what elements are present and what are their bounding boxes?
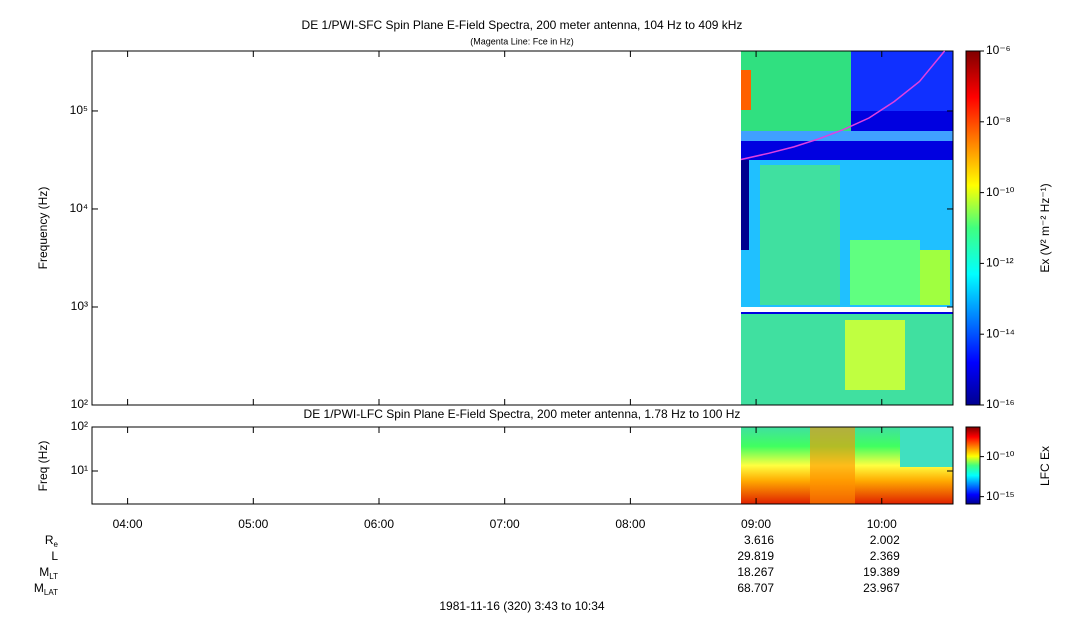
x-tick-label: 08:00 [615, 517, 645, 531]
colorbar-tick-label: 10⁻¹⁰ [986, 449, 1015, 463]
ephemeris-label-subscript: e [54, 540, 59, 549]
chart-title: DE 1/PWI-SFC Spin Plane E-Field Spectra,… [302, 18, 743, 32]
ephemeris-label-text: R [45, 533, 54, 547]
x-tick-label: 04:00 [113, 517, 143, 531]
ephemeris-value: 3.616 [744, 533, 774, 547]
ephemeris-label: Re [45, 533, 59, 549]
y-axis-label: Freq (Hz) [36, 441, 50, 492]
colorbar-tick-label: 10⁻¹⁵ [986, 489, 1015, 503]
ephemeris-value: 29.819 [737, 549, 774, 563]
x-tick-label: 06:00 [364, 517, 394, 531]
y-tick-label: 10² [71, 419, 88, 433]
colorbar-tick-label: 10⁻⁸ [986, 114, 1011, 128]
ephemeris-label-text: M [34, 581, 44, 595]
y-tick-label: 10³ [71, 299, 88, 313]
colorbar-tick-label: 10⁻¹² [986, 256, 1014, 270]
colorbar-tick-label: 10⁻¹⁰ [986, 185, 1015, 199]
ephemeris-label-text: L [51, 549, 58, 563]
colorbar-tick-label: 10⁻¹⁶ [986, 397, 1015, 411]
colorbar-label: LFC Ex [1038, 446, 1052, 486]
ephemeris-value: 19.389 [863, 565, 900, 579]
ephemeris-value: 23.967 [863, 581, 900, 595]
fce-line [740, 50, 946, 161]
chart-subtitle: (Magenta Line: Fce in Hz) [470, 36, 574, 46]
plot-frame [91, 50, 954, 406]
x-tick-label: 05:00 [238, 517, 268, 531]
y-tick-label: 10¹ [71, 463, 88, 477]
footer: 1981-11-16 (320) 3:43 to 10:34 [439, 599, 605, 613]
ephemeris-label-subscript: LAT [44, 588, 58, 597]
ephemeris-label: L [51, 549, 58, 563]
chart-title: DE 1/PWI-LFC Spin Plane E-Field Spectra,… [304, 407, 741, 421]
spectrogram-image [741, 51, 953, 504]
ephemeris-label: MLAT [34, 581, 58, 597]
x-tick-label: 07:00 [490, 517, 520, 531]
ephemeris-value: 68.707 [737, 581, 774, 595]
ephemeris-value: 2.002 [870, 533, 900, 547]
ephemeris-label-text: M [39, 565, 49, 579]
colorbar-tick-label: 10⁻¹⁴ [986, 326, 1015, 340]
colorbar [965, 50, 981, 406]
x-tick-label: 10:00 [867, 517, 897, 531]
colorbar-label: Ex (V² m⁻² Hz⁻¹) [1038, 183, 1052, 272]
y-tick-label: 10⁵ [70, 103, 88, 117]
ephemeris-label: MLT [39, 565, 58, 581]
ephemeris-value: 18.267 [737, 565, 774, 579]
y-axis-label: Frequency (Hz) [36, 187, 50, 270]
colorbar [965, 426, 981, 505]
colorbar-tick-label: 10⁻⁶ [986, 43, 1011, 57]
x-tick-label: 09:00 [741, 517, 771, 531]
y-tick-label: 10⁴ [69, 201, 88, 215]
plot-frame [91, 426, 954, 505]
ephemeris-value: 2.369 [870, 549, 900, 563]
ephemeris-label-subscript: LT [49, 572, 58, 581]
y-tick-label: 10² [71, 397, 88, 411]
